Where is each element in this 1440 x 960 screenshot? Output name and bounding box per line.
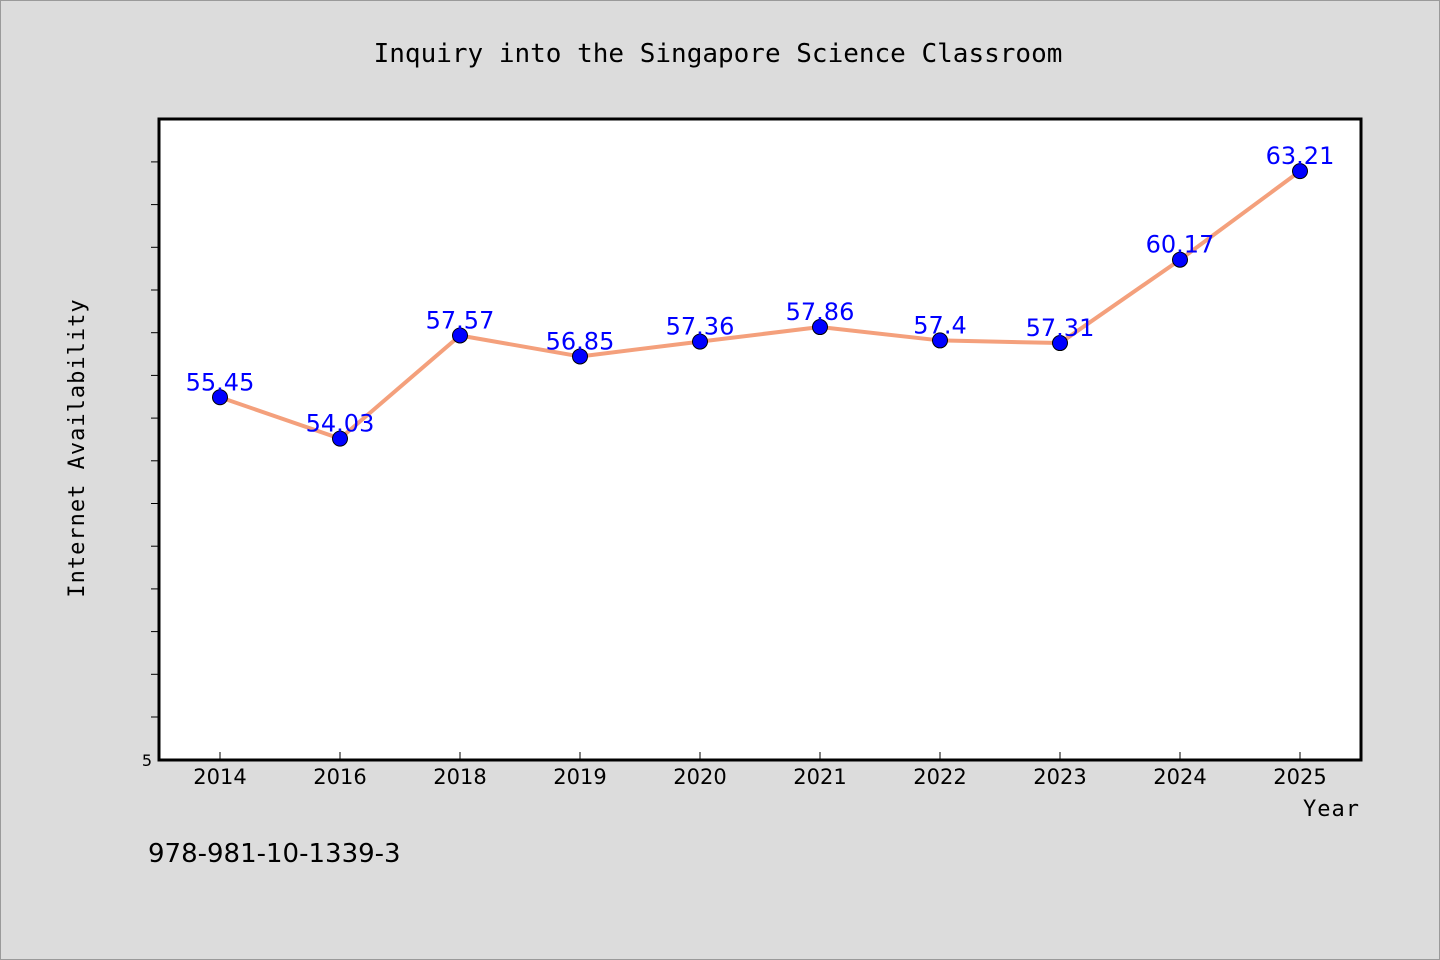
plot-area (157, 117, 1363, 762)
x-tick-label: 2014 (193, 765, 246, 789)
data-point (572, 348, 588, 365)
x-axis-ticks: 2014 2016 2018 2019 2020 2021 2022 2023 2024 2025 (193, 752, 1327, 789)
chart-title: Inquiry into the Singapore Science Class… (374, 39, 1063, 69)
data-label: 60.17 (1146, 231, 1215, 259)
data-label: 56.85 (546, 327, 615, 355)
x-tick-label: 2018 (433, 765, 486, 789)
series-group: 55.45 54.03 57.57 56.85 57.36 57.86 57.4 57.31 6… (186, 142, 1335, 447)
data-point (692, 333, 708, 350)
data-label: 54.03 (306, 410, 375, 438)
data-point (212, 389, 228, 406)
x-tick-label: 2023 (1033, 765, 1086, 789)
x-tick-label: 2019 (553, 765, 606, 789)
data-point (452, 327, 468, 344)
y-tick-label: 5 (142, 751, 152, 770)
data-point (932, 332, 948, 349)
x-axis-label: Year (1303, 797, 1360, 822)
x-tick-label: 2025 (1273, 765, 1326, 789)
x-tick-label: 2021 (793, 765, 846, 789)
data-label: 57.4 (913, 311, 966, 339)
data-point (332, 430, 348, 447)
data-label: 63.21 (1266, 142, 1335, 170)
x-tick-label: 2024 (1153, 765, 1206, 789)
data-point (1052, 335, 1068, 352)
data-label: 57.57 (426, 306, 495, 334)
data-point (812, 319, 828, 336)
data-point (1292, 163, 1308, 180)
x-tick-label: 2022 (913, 765, 966, 789)
x-tick-label: 2020 (673, 765, 726, 789)
y-axis-label: Internet Availability (65, 298, 90, 597)
data-label: 57.36 (666, 313, 735, 341)
data-label: 57.31 (1026, 314, 1095, 342)
data-point (1172, 251, 1188, 268)
series-line (219, 169, 1302, 441)
data-label: 55.45 (186, 368, 255, 396)
data-label: 57.86 (786, 298, 855, 326)
x-tick-label: 2016 (313, 765, 366, 789)
y-axis-ticks (151, 161, 159, 718)
isbn-annotation: 978-981-10-1339-3 (148, 839, 401, 869)
